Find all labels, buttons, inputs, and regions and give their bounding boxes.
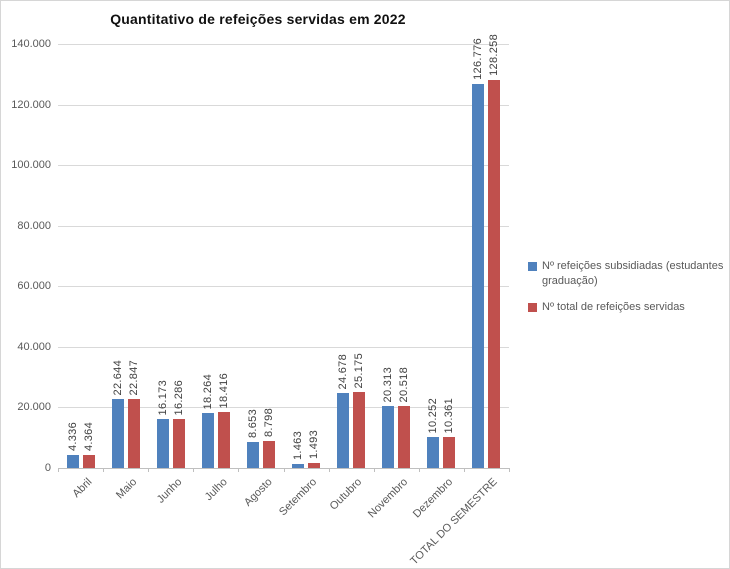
bar-subsidiadas [66,455,79,468]
bar-value-label: 128.258 [488,34,501,76]
bar-subsidiadas [337,393,350,468]
y-axis-tick-label: 120.000 [11,98,51,111]
legend-label: Nº total de refeições servidas [542,300,685,313]
gridline [58,44,509,45]
y-axis-tick-label: 0 [44,462,51,474]
x-axis-tick [418,468,420,472]
x-axis-tick [328,468,330,472]
bar-value-label: 16.286 [172,379,185,415]
x-axis-tick [193,468,195,472]
x-axis-category-label: Outubro [328,476,365,513]
gridline [58,286,509,288]
bar-total [443,437,456,468]
bar-total [353,392,366,468]
bar-subsidiadas [472,84,485,468]
bar-total [398,406,411,468]
bar-subsidiadas [382,406,395,468]
gridline [58,346,509,348]
bar-total [488,80,501,468]
chart-title: Quantitativo de refeições servidas em 20… [110,11,406,27]
bar-subsidiadas [246,442,259,468]
bar-total [82,455,95,468]
bar-total [308,463,321,468]
y-axis-tick-label: 60.000 [17,280,51,293]
bar-value-label: 4.336 [66,421,79,451]
x-axis-category-label: TOTAL DO SEMESTRE [408,476,500,568]
x-axis-tick [58,468,59,472]
x-axis-tick [148,468,150,472]
bar-value-label: 24.678 [337,353,350,389]
x-axis-category-label: Dezembro [410,476,455,521]
bar-value-label: 126.776 [472,38,485,80]
x-axis-tick [373,468,375,472]
gridline [58,165,509,167]
x-axis-tick [509,468,510,472]
gridline [58,225,509,227]
bar-subsidiadas [156,419,169,468]
bar-value-label: 20.518 [398,366,411,402]
x-axis-category-label: Julho [202,476,230,504]
bar-value-label: 16.173 [156,379,169,415]
bar-subsidiadas [427,437,440,468]
x-axis-tick [238,468,240,472]
y-axis-tick-label: 20.000 [17,401,51,414]
x-axis-tick [103,468,105,472]
bar-value-label: 18.264 [201,373,214,409]
bar-total [217,412,230,468]
bar-value-label: 8.653 [246,408,259,438]
bar-value-label: 8.798 [262,407,275,437]
x-axis-category-label: Maio [113,476,140,502]
x-axis-tick [283,468,285,472]
gridline [58,407,509,409]
gridline [58,104,509,106]
y-axis-tick-label: 140.000 [11,38,51,50]
x-axis-category-label: Abril [69,476,95,501]
y-axis-tick-label: 80.000 [17,219,51,232]
x-axis-category-label: Setembro [277,476,320,519]
bar-value-label: 10.361 [443,397,456,433]
bar-subsidiadas [111,399,124,468]
bar-total [127,399,140,468]
x-axis-category-label: Novembro [365,476,410,521]
bar-value-label: 22.644 [111,359,124,395]
bar-value-label: 18.416 [217,372,230,408]
legend-label: Nº refeições subsidiadas (estudantes gra… [542,260,724,287]
bar-total [262,441,275,468]
legend-marker-subsidiadas [528,262,537,271]
x-axis-tick [463,468,465,472]
legend-item: Nº total de refeições servidas [528,300,724,315]
x-axis-category-label: Agosto [241,476,275,509]
bar-value-label: 1.493 [308,429,321,459]
y-axis-tick-label: 100.000 [11,159,51,172]
bar-value-label: 22.847 [127,359,140,395]
y-axis-tick-label: 40.000 [17,340,51,353]
plot-area: 4.336 4.364 22.644 22.847 16.173 16.286 18.264… [58,34,510,472]
bar-value-label: 10.252 [427,397,440,433]
legend-marker-total [528,302,537,312]
bar-value-label: 1.463 [292,430,305,460]
x-axis-category-label: Junho [154,476,185,506]
legend-item: Nº refeições subsidiadas (estudantes gra… [528,259,724,289]
legend: Nº refeições subsidiadas (estudantes gra… [528,259,724,315]
bar-value-label: 20.313 [382,366,395,402]
bar-total [172,419,185,468]
bar-value-label: 4.364 [82,421,95,451]
bar-value-label: 25.175 [353,352,366,388]
bar-subsidiadas [292,464,305,468]
bar-subsidiadas [201,413,214,468]
